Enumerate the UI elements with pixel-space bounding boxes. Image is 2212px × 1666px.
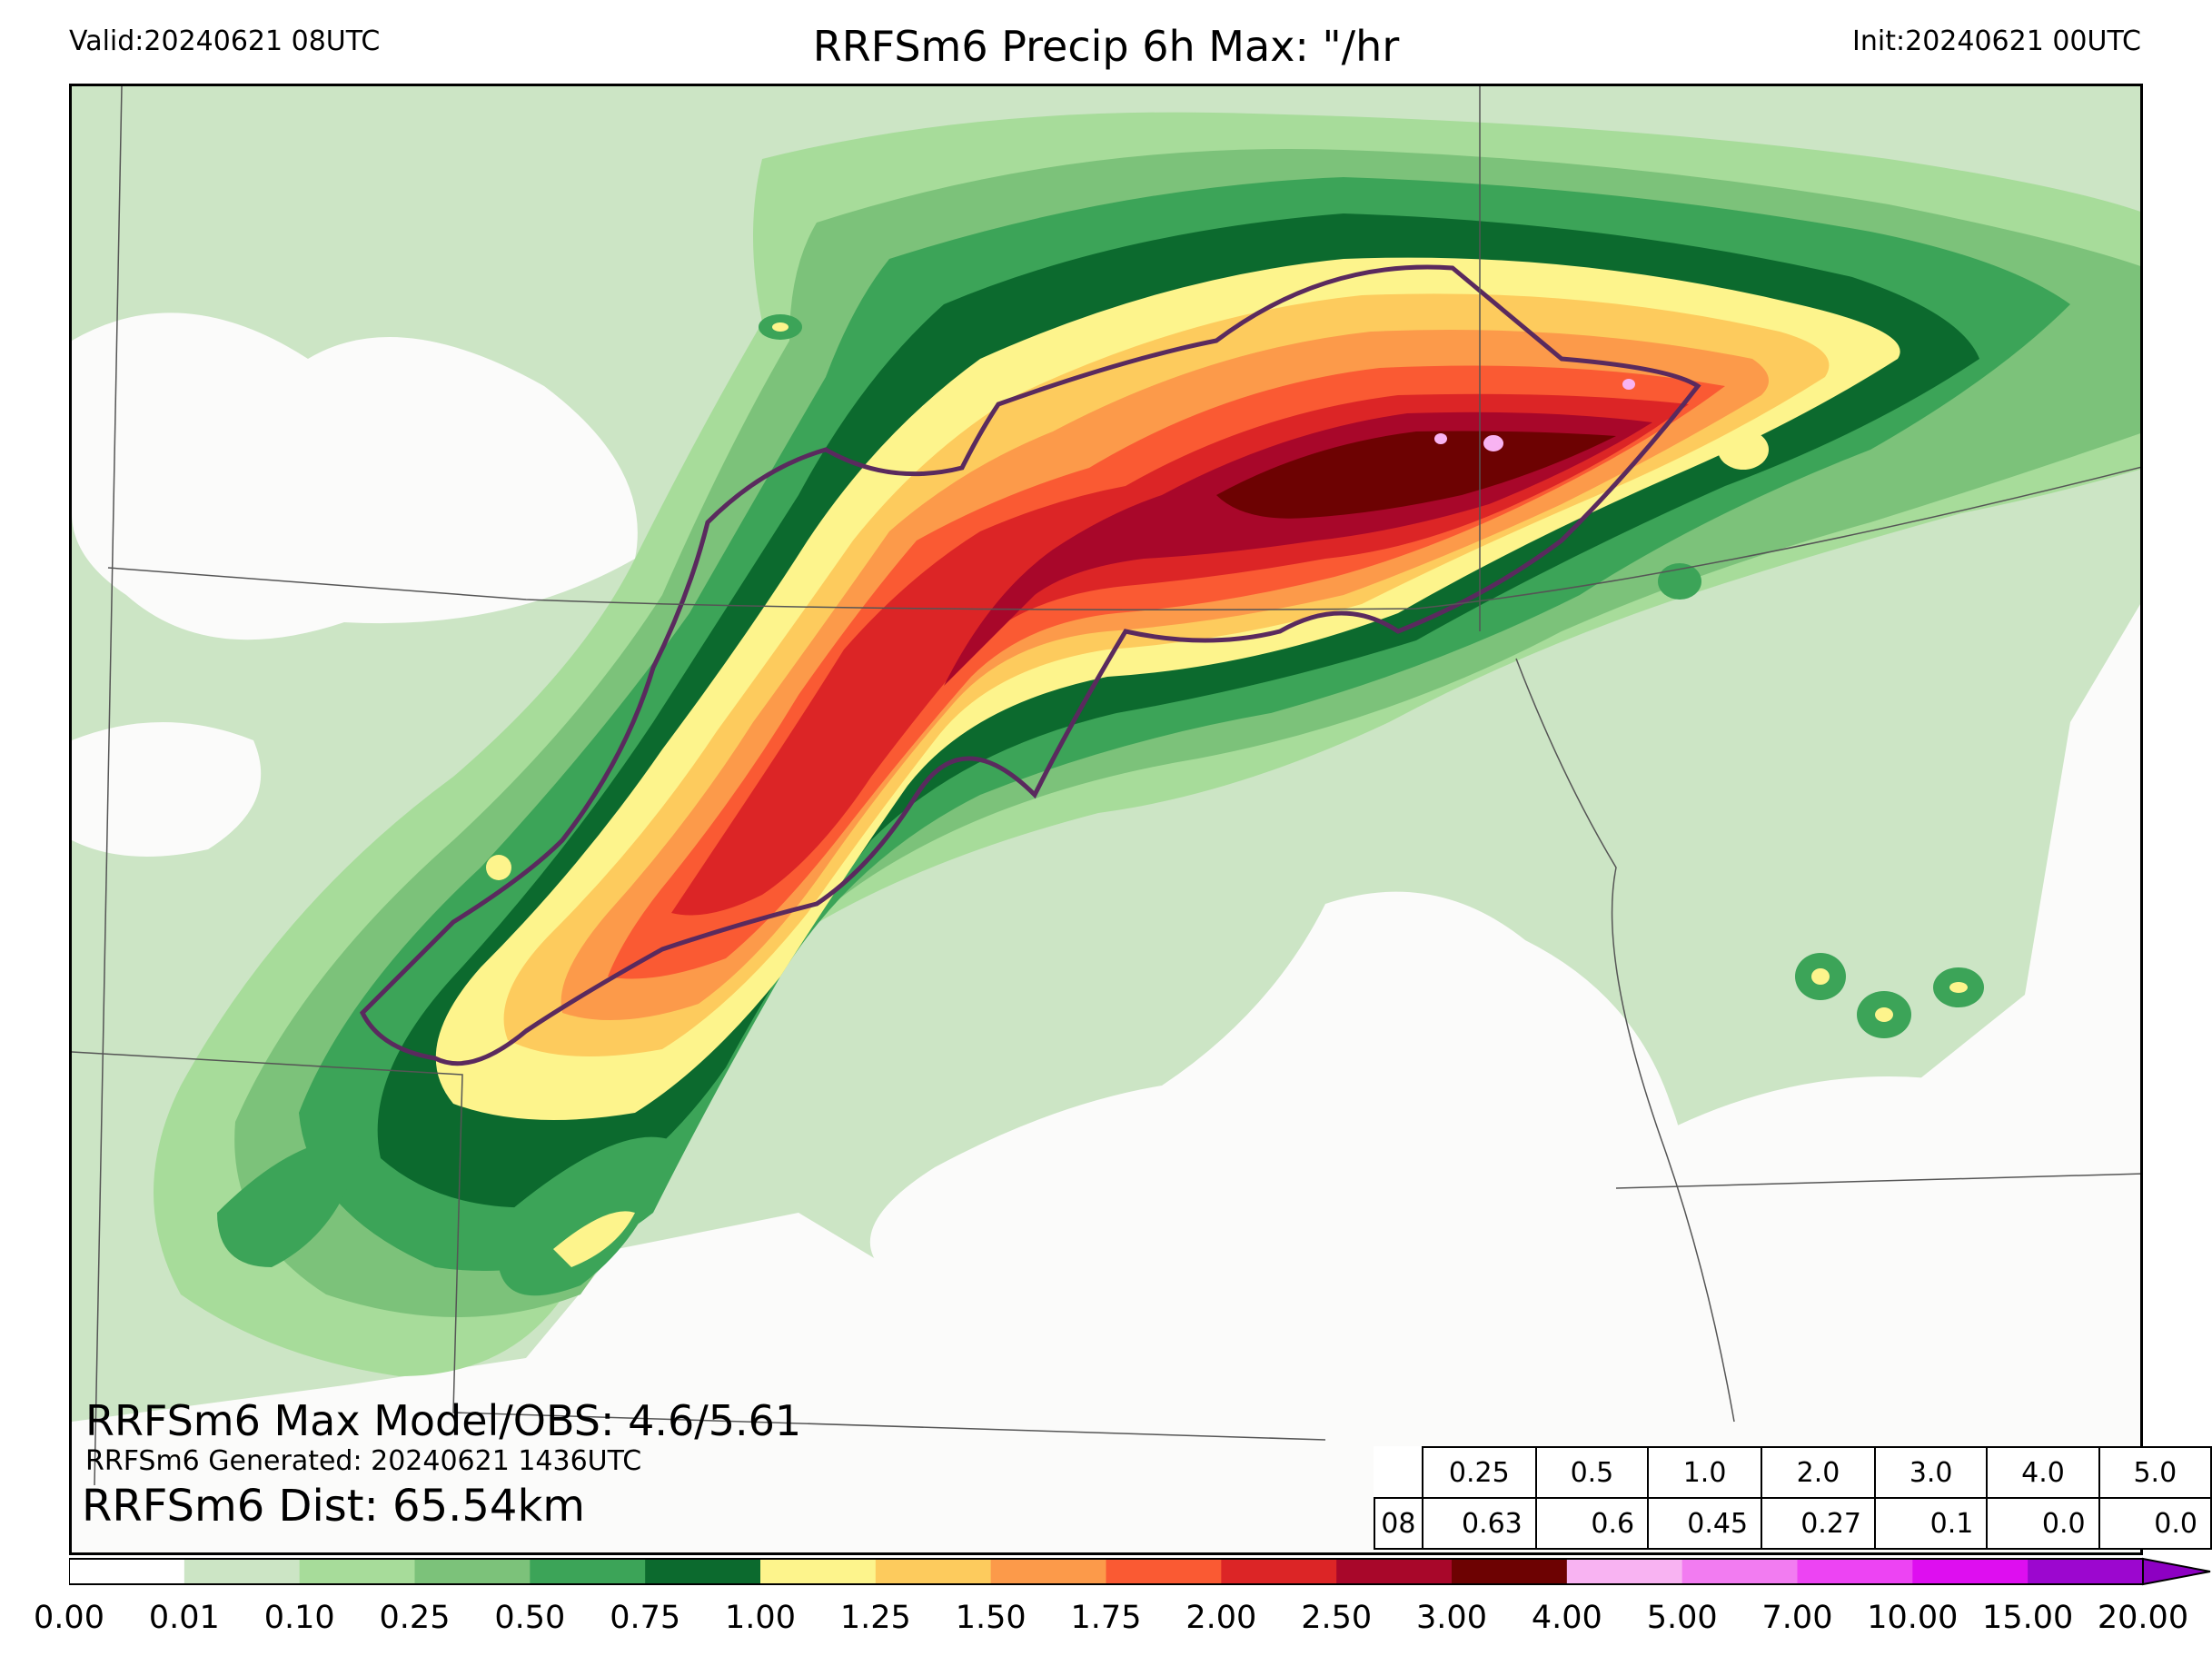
precip-4.00-spot	[1622, 379, 1635, 390]
colorbar-segment	[1106, 1559, 1222, 1584]
colorbar-segment	[1452, 1559, 1568, 1584]
colorbar-segment	[530, 1559, 646, 1584]
value-cell: 0.45	[1647, 1497, 1763, 1550]
map-title: RRFSm6 Precip 6h Max: "/hr	[812, 22, 1400, 71]
row-label: 08	[1374, 1497, 1423, 1550]
generated-time: RRFSm6 Generated: 20240621 1436UTC	[85, 1445, 642, 1477]
colorbar-tick-label: 2.00	[1185, 1600, 1257, 1636]
colorbar-tick-label: 0.10	[263, 1600, 335, 1636]
precip-4.00-spot	[1434, 433, 1447, 444]
colorbar-tick-label: 0.75	[610, 1600, 681, 1636]
colorbar-tick-label: 7.00	[1761, 1600, 1833, 1636]
colorbar-tick-label: 5.00	[1646, 1600, 1718, 1636]
distance: RRFSm6 Dist: 65.54km	[82, 1481, 586, 1532]
threshold-cell: 2.0	[1761, 1446, 1877, 1499]
colorbar-segment	[184, 1559, 301, 1584]
colorbar-segment	[299, 1559, 415, 1584]
max-model-obs: RRFSm6 Max Model/OBS: 4.6/5.61	[85, 1396, 802, 1445]
obs-contour	[359, 264, 1701, 1066]
colorbar	[69, 1557, 2211, 1586]
colorbar-tick-label: 10.00	[1867, 1600, 1959, 1636]
colorbar-segment	[645, 1559, 761, 1584]
precip-2.00-area	[671, 393, 1689, 916]
colorbar-extend-arrow	[2142, 1557, 2211, 1586]
colorbar-segment	[1336, 1559, 1453, 1584]
colorbar-tick-label: 1.25	[839, 1600, 911, 1636]
colorbar-segment	[1797, 1559, 1913, 1584]
colorbar-tick-label: 0.50	[494, 1600, 566, 1636]
colorbar-segment	[1912, 1559, 2028, 1584]
value-cell: 0.0	[2098, 1497, 2212, 1550]
colorbar-tick-label: 15.00	[1982, 1600, 2074, 1636]
value-cell: 0.1	[1874, 1497, 1989, 1550]
colorbar-tick-label: 4.00	[1531, 1600, 1602, 1636]
threshold-row: 0.25 0.5 1.0 2.0 3.0 4.0 5.0	[1374, 1446, 2212, 1499]
precip-3.00-area	[1216, 431, 1616, 519]
colorbar-tick-label: 0.00	[34, 1600, 104, 1636]
init-time: Init:20240621 00UTC	[1852, 25, 2141, 57]
colorbar-tick-label: 1.50	[955, 1600, 1027, 1636]
value-cell: 0.27	[1761, 1497, 1877, 1550]
threshold-cell: 0.5	[1534, 1446, 1650, 1499]
threshold-cell: 1.0	[1647, 1446, 1763, 1499]
colorbar-tick-label: 20.00	[2097, 1600, 2189, 1636]
colorbar-segment	[69, 1559, 185, 1584]
threshold-cell: 0.25	[1421, 1446, 1537, 1499]
threshold-table: 0.25 0.5 1.0 2.0 3.0 4.0 5.0 08 0.63 0.6…	[1374, 1446, 2212, 1550]
precip-4.00-spot	[1482, 433, 1505, 453]
colorbar-segment	[990, 1559, 1106, 1584]
colorbar-segment	[760, 1559, 877, 1584]
threshold-cell: 4.0	[1986, 1446, 2100, 1499]
colorbar-segment	[1566, 1559, 1683, 1584]
colorbar-tick-label: 3.00	[1416, 1600, 1487, 1636]
colorbar-tick-label: 2.50	[1301, 1600, 1373, 1636]
colorbar-segment	[2028, 1559, 2144, 1584]
colorbar-tick-label: 0.25	[379, 1600, 451, 1636]
precip-map	[69, 84, 2143, 1555]
value-cell: 0.63	[1421, 1497, 1537, 1550]
boundaries	[72, 86, 2140, 1486]
valid-time: Valid:20240621 08UTC	[69, 25, 381, 57]
colorbar-segment	[414, 1559, 531, 1584]
colorbar-segment	[875, 1559, 992, 1584]
threshold-cell: 5.0	[2098, 1446, 2212, 1499]
precip-field	[72, 86, 2140, 1552]
colorbar-tick-label: 1.00	[725, 1600, 796, 1636]
colorbar-segment	[1221, 1559, 1337, 1584]
value-cell: 0.6	[1534, 1497, 1650, 1550]
values-row: 08 0.63 0.6 0.45 0.27 0.1 0.0 0.0	[1374, 1497, 2212, 1550]
threshold-cell: 3.0	[1874, 1446, 1989, 1499]
colorbar-tick-label: 1.75	[1070, 1600, 1142, 1636]
colorbar-segment	[1681, 1559, 1798, 1584]
value-cell: 0.0	[1986, 1497, 2100, 1550]
colorbar-tick-label: 0.01	[148, 1600, 220, 1636]
